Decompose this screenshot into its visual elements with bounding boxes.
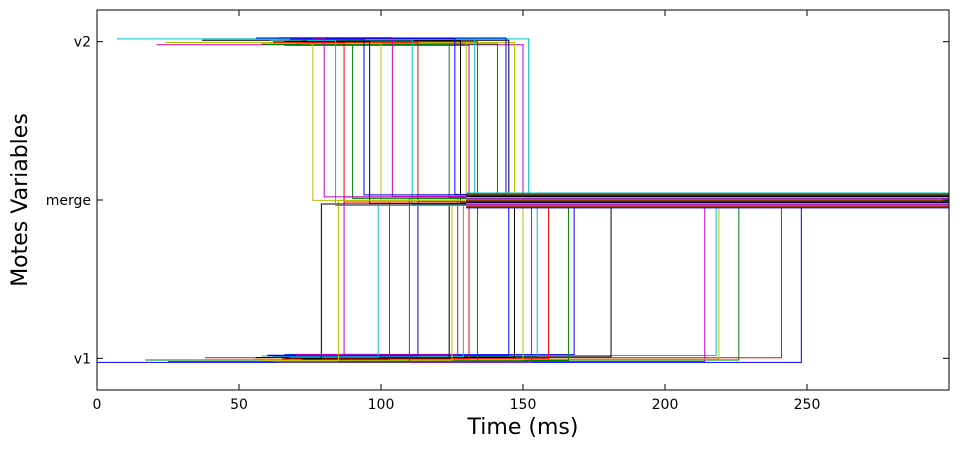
trace-group: [97, 37, 949, 363]
v1-trace-6: [301, 202, 949, 358]
v1-trace-10: [261, 204, 949, 357]
v1-trace-5: [253, 198, 949, 360]
v1-trace-20: [284, 203, 949, 359]
v1-trace-15: [301, 197, 949, 362]
x-tick-label-4: 200: [652, 397, 679, 413]
v2-trace-13: [301, 40, 949, 204]
v1-trace-27: [304, 203, 949, 360]
v1-trace-12: [290, 199, 949, 361]
v2-trace-8: [261, 43, 949, 199]
v2-trace-20: [284, 40, 949, 205]
v1-trace-23: [301, 201, 949, 360]
v2-trace-5: [165, 42, 949, 200]
x-tick-label-5: 250: [794, 397, 821, 413]
v2-trace-16: [273, 41, 949, 203]
v1-trace-21: [267, 194, 949, 357]
x-tick-label-3: 150: [510, 397, 537, 413]
v1-trace-24: [290, 205, 949, 358]
y-tick-label-2: v2: [74, 35, 91, 51]
v1-trace-14: [267, 193, 949, 356]
v2-trace-14: [301, 38, 949, 195]
v2-trace-12: [295, 42, 949, 201]
v2-trace-25: [312, 37, 949, 198]
v1-trace-25: [295, 196, 949, 356]
v2-trace-9: [273, 41, 949, 202]
v2-trace-6: [202, 39, 949, 204]
v2-trace-19: [301, 43, 949, 201]
v2-trace-10: [278, 38, 949, 206]
v2-trace-24: [307, 40, 949, 207]
v2-trace-4: [156, 44, 949, 197]
v2-trace-3: [116, 38, 949, 205]
v1-trace-13: [256, 202, 949, 358]
v1-trace-3: [267, 203, 949, 356]
v1-trace-7: [284, 193, 949, 356]
v1-trace-1: [145, 196, 949, 361]
v1-trace-2: [204, 200, 949, 359]
v1-trace-19: [261, 199, 949, 361]
x-tick-label-0: 0: [93, 397, 102, 413]
v1-trace-9: [295, 200, 949, 359]
v2-trace-26: [310, 43, 949, 201]
v1-trace-4: [168, 195, 949, 362]
v2-trace-18: [278, 37, 949, 197]
y-axis-title: Motes Variables: [8, 113, 33, 287]
v1-trace-11: [278, 195, 949, 363]
v2-trace-21: [290, 38, 949, 196]
y-tick-label-0: v1: [74, 351, 91, 367]
v1-trace-16: [281, 201, 949, 360]
v2-trace-11: [284, 44, 949, 197]
v2-trace-7: [256, 37, 949, 195]
x-tick-label-1: 50: [230, 397, 248, 413]
y-tick-label-1: merge: [46, 193, 91, 209]
v1-trace-22: [278, 197, 949, 363]
tick-group: 0 50 100 150 200 250 v1 merge v2: [46, 10, 949, 413]
v2-trace-17: [270, 39, 949, 206]
x-axis-title: Time (ms): [467, 415, 579, 440]
v2-trace-23: [301, 42, 949, 203]
v1-trace-18: [295, 195, 949, 355]
v2-trace-22: [295, 44, 949, 199]
x-tick-label-2: 100: [368, 397, 395, 413]
